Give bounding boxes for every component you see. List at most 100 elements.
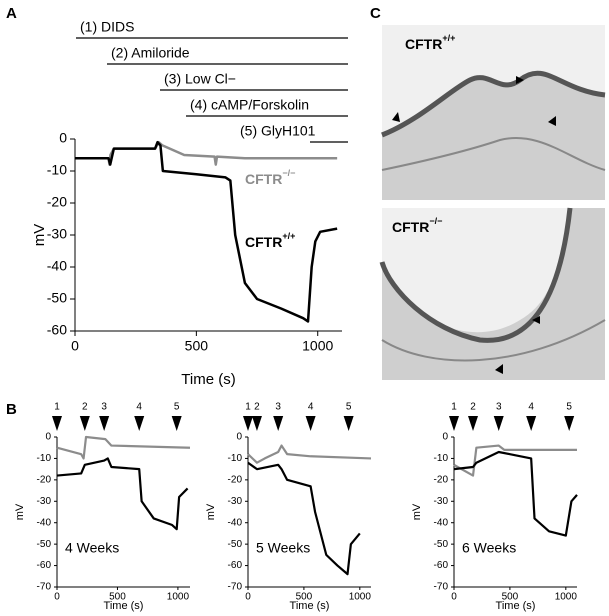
treatment-label: (3) Low Cl− (164, 71, 236, 87)
y-tick-label: -10 (37, 453, 52, 464)
genotype: +/+ (282, 231, 295, 241)
x-tick-label: 500 (502, 592, 519, 603)
marker-label: 1 (54, 402, 60, 413)
x-tick-label: 500 (109, 592, 126, 603)
marker-label: 1 (451, 402, 457, 413)
marker-arrow (273, 416, 284, 431)
y-tick-label: -50 (47, 290, 67, 306)
marker-arrow (99, 416, 110, 431)
marker-label: 3 (275, 402, 281, 413)
marker-arrow (305, 416, 316, 431)
marker-label: 5 (174, 402, 180, 413)
treatment-label: (4) cAMP/Forskolin (190, 97, 309, 113)
marker-label: 5 (566, 402, 572, 413)
x-tick-label: 500 (296, 592, 313, 603)
series-line (453, 444, 577, 477)
marker-label: 4 (308, 402, 314, 413)
panel-label: A (6, 5, 17, 22)
y-tick-label: -10 (47, 162, 67, 178)
marker-label: 5 (346, 402, 352, 413)
series-label: CFTR+/+ (245, 231, 295, 249)
y-tick-label: 0 (45, 432, 51, 443)
gene: CFTR (405, 36, 442, 52)
axis (453, 437, 577, 588)
chart-title: 5 Weeks (256, 540, 310, 556)
y-axis-label: mV (411, 503, 423, 520)
x-tick-label: 1000 (302, 338, 333, 354)
x-tick-label: 0 (71, 338, 79, 354)
y-axis-label: mV (31, 224, 48, 247)
micrograph (379, 207, 606, 380)
y-tick-label: -30 (228, 496, 243, 507)
marker-label: 3 (496, 402, 502, 413)
y-tick-label: -60 (434, 560, 449, 571)
y-tick-label: -40 (37, 517, 52, 528)
x-tick-label: 0 (54, 592, 60, 603)
marker-arrow (134, 416, 145, 431)
y-tick-label: -70 (228, 582, 243, 593)
marker-arrow (171, 416, 182, 431)
treatment-label: (5) GlyH101 (240, 123, 316, 139)
y-axis-label: mV (14, 503, 26, 520)
series-line (56, 457, 189, 531)
series-line (75, 140, 338, 323)
micrograph (381, 25, 606, 200)
x-axis-label: Time (s) (104, 600, 144, 612)
axis (247, 437, 371, 588)
y-tick-label: -40 (47, 258, 67, 274)
marker-label: 4 (136, 402, 142, 413)
marker-label: 2 (470, 402, 476, 413)
y-tick-label: -30 (47, 226, 67, 242)
y-tick-label: -60 (47, 322, 67, 338)
marker-label: 2 (82, 402, 88, 413)
marker-arrow (79, 416, 90, 431)
marker-label: 3 (101, 402, 107, 413)
y-tick-label: 0 (442, 432, 448, 443)
x-tick-label: 1000 (555, 592, 578, 603)
marker-arrow (343, 416, 354, 431)
y-tick-label: -60 (228, 560, 243, 571)
y-tick-label: -70 (434, 582, 449, 593)
y-tick-label: -40 (434, 517, 449, 528)
marker-arrow (449, 416, 459, 431)
y-tick-label: -50 (228, 539, 243, 550)
genotype: −/− (429, 216, 442, 226)
series-label: CFTR−/− (245, 168, 295, 186)
y-tick-label: -20 (434, 474, 449, 485)
marker-arrow (251, 416, 262, 431)
treatment-label: (1) DIDS (80, 19, 134, 35)
y-tick-label: -10 (434, 453, 449, 464)
series-line (247, 444, 372, 464)
x-tick-label: 0 (245, 592, 251, 603)
series-line (453, 450, 578, 537)
y-tick-label: -70 (37, 582, 52, 593)
marker-label: 1 (245, 402, 251, 413)
y-tick-label: -50 (37, 539, 52, 550)
micrograph-label: CFTR+/+ (405, 33, 455, 51)
chart-title: 6 Weeks (462, 540, 516, 556)
y-tick-label: 0 (59, 130, 67, 146)
marker-arrow (52, 416, 62, 431)
x-tick-label: 1000 (349, 592, 372, 603)
axis (56, 437, 190, 588)
y-tick-label: -30 (434, 496, 449, 507)
y-tick-label: -20 (228, 474, 243, 485)
x-axis-label: Time (s) (290, 600, 330, 612)
marker-arrow (243, 416, 253, 431)
y-tick-label: -50 (434, 539, 449, 550)
y-tick-label: -20 (47, 194, 67, 210)
micrograph-label: CFTR−/− (392, 216, 442, 234)
gene: CFTR (245, 171, 282, 187)
y-tick-label: -20 (37, 474, 52, 485)
treatment-label: (2) Amiloride (111, 45, 190, 61)
y-tick-label: 0 (236, 432, 242, 443)
series-line (247, 461, 361, 576)
y-tick-label: -30 (37, 496, 52, 507)
marker-arrow (564, 416, 575, 431)
series-line (56, 435, 191, 460)
panel-label: C (370, 5, 381, 22)
marker-label: 4 (528, 402, 534, 413)
gene: CFTR (245, 234, 282, 250)
y-tick-label: -40 (228, 517, 243, 528)
